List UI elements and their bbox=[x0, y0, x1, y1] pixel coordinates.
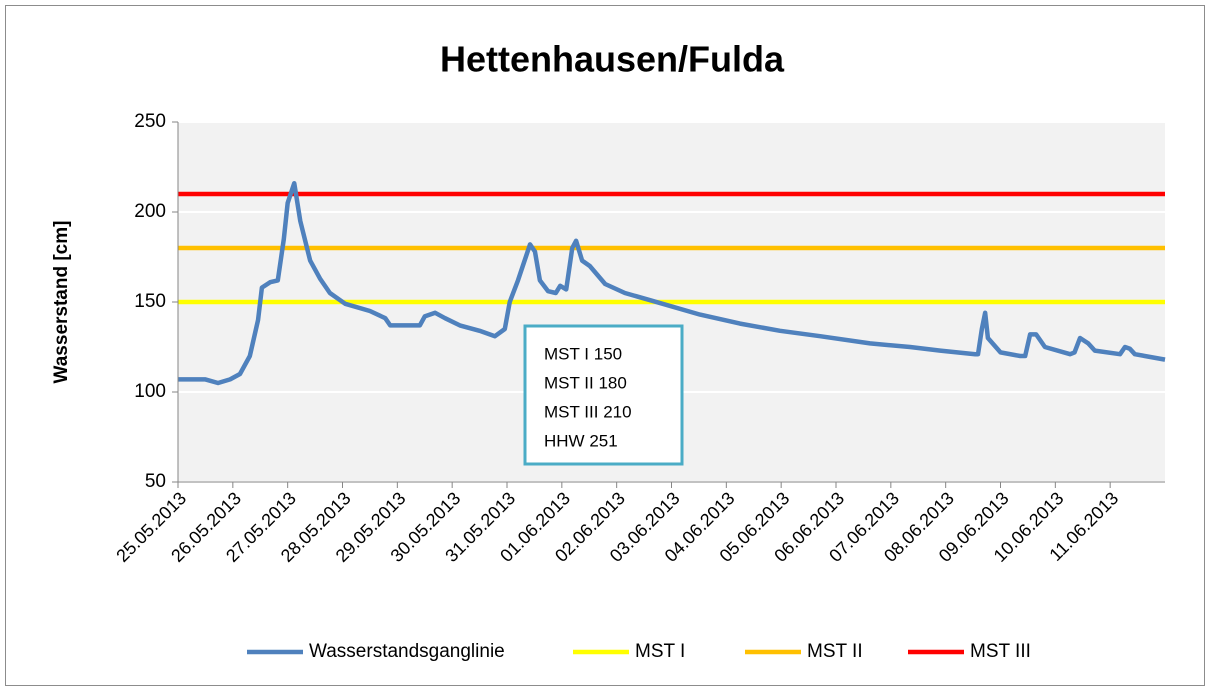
annotation-line: MST I 150 bbox=[544, 344, 622, 363]
series-line bbox=[178, 180, 1166, 386]
y-tick-label: 50 bbox=[145, 471, 166, 492]
y-axis-label: Wasserstand [cm] bbox=[51, 221, 72, 384]
legend-label: MST III bbox=[970, 641, 1031, 662]
annotation: MST I 150 MST II 180 MST III 210 HHW 251 bbox=[544, 344, 632, 450]
y-tick-label: 250 bbox=[134, 111, 166, 132]
annotation-box bbox=[523, 324, 684, 466]
annotation-line: HHW 251 bbox=[544, 431, 618, 450]
annotation-line: MST II 180 bbox=[544, 373, 627, 392]
legend-label: MST II bbox=[807, 641, 863, 662]
legend-label: MST I bbox=[635, 641, 685, 662]
y-tick-label: 150 bbox=[134, 291, 166, 312]
series bbox=[178, 180, 1166, 386]
chart-title: Hettenhausen/Fulda bbox=[440, 39, 785, 80]
y-tick-label: 100 bbox=[134, 381, 166, 402]
annotation-line: MST III 210 bbox=[544, 402, 632, 421]
legend-label: Wasserstandsganglinie bbox=[309, 641, 505, 662]
legend: Wasserstandsganglinie MST I MST II MST III bbox=[247, 641, 1031, 662]
y-tick-label: 200 bbox=[134, 201, 166, 222]
